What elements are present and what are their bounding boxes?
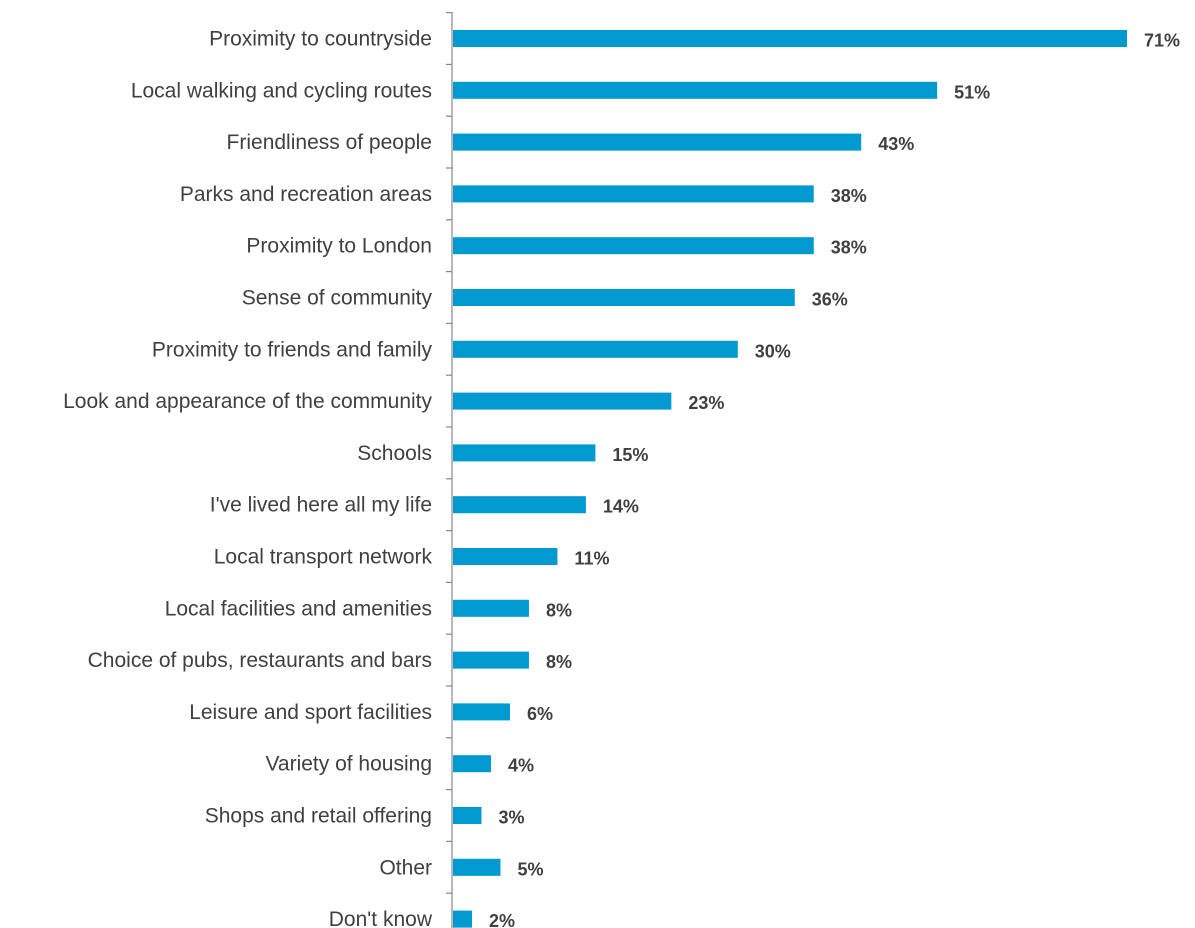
data-label: 43%: [878, 134, 914, 154]
data-label: 6%: [527, 704, 553, 724]
data-label: 3%: [498, 808, 524, 828]
bar: [453, 496, 586, 514]
bar: [453, 185, 814, 203]
category-labels: Proximity to countryside Local walking an…: [63, 28, 433, 928]
category-label: Leisure and sport facilities: [189, 701, 432, 724]
data-label: 36%: [812, 290, 848, 310]
category-label: Local walking and cycling routes: [131, 79, 432, 102]
bar: [453, 392, 672, 410]
bar: [453, 599, 529, 617]
category-label: Sense of community: [242, 287, 433, 310]
bar: [453, 807, 482, 824]
category-label: Proximity to friends and family: [152, 338, 433, 361]
data-label: 2%: [489, 911, 515, 928]
bar: [453, 910, 472, 928]
bar: [453, 289, 795, 306]
value-labels: 71% 51% 43% 38% 38% 36% 30% 23% 15% 14% 11% 8% 8% 6% 4…: [489, 31, 1180, 928]
bar: [453, 858, 501, 876]
category-label: Variety of housing: [265, 753, 432, 776]
bar: [453, 755, 491, 773]
data-label: 8%: [546, 600, 572, 620]
bar: [453, 81, 938, 99]
bar: [453, 548, 558, 565]
bar: [453, 703, 510, 721]
data-label: 14%: [603, 497, 639, 517]
category-label: I've lived here all my life: [210, 494, 432, 517]
data-label: 11%: [574, 549, 609, 569]
bar: [453, 30, 1127, 47]
category-label: Local transport network: [214, 546, 433, 569]
data-label: 38%: [831, 186, 867, 206]
category-label: Proximity to countryside: [209, 28, 432, 51]
bar: [453, 237, 814, 255]
category-label: Local facilities and amenities: [165, 597, 432, 620]
data-label: 5%: [517, 859, 543, 879]
bars-layer: [453, 30, 1127, 928]
category-label: Friendliness of people: [227, 131, 432, 154]
category-label: Choice of pubs, restaurants and bars: [88, 649, 432, 672]
category-label: Shops and retail offering: [205, 805, 432, 828]
category-label: Look and appearance of the community: [63, 390, 432, 413]
y-axis: [446, 12, 453, 928]
data-label: 23%: [688, 393, 724, 413]
bar: [453, 340, 738, 358]
category-label: Parks and recreation areas: [180, 183, 432, 206]
category-label: Don't know: [329, 908, 433, 928]
category-label: Schools: [357, 442, 432, 465]
data-label: 51%: [954, 82, 990, 102]
data-label: 30%: [755, 341, 791, 361]
category-label: Other: [379, 856, 432, 879]
data-label: 38%: [831, 238, 867, 258]
data-label: 4%: [508, 756, 534, 776]
bar: [453, 444, 596, 462]
data-label: 8%: [546, 652, 572, 672]
bar: [453, 133, 862, 151]
data-label: 71%: [1144, 31, 1180, 51]
category-label: Proximity to London: [246, 235, 432, 258]
data-label: 15%: [612, 445, 648, 465]
bar: [453, 651, 529, 669]
